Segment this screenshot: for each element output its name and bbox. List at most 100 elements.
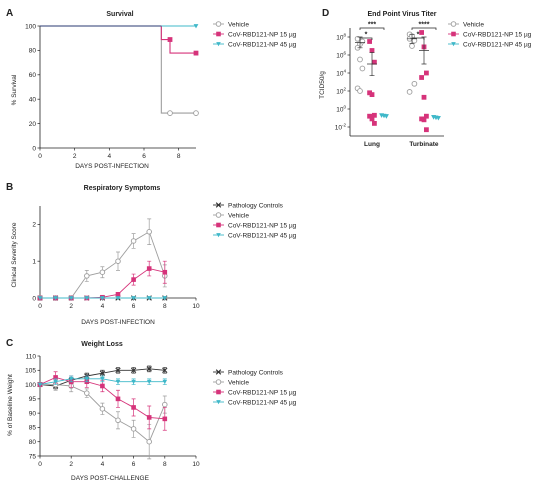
- y-tick-label: 75: [29, 453, 37, 460]
- x-tick-label: 4: [101, 461, 105, 468]
- panel-a-xlabel: DAYS POST-INFECTION: [75, 163, 149, 170]
- x-tick-label: 0: [38, 461, 42, 468]
- legend-marker: [216, 389, 221, 395]
- data-point: [115, 417, 121, 424]
- x-tick-label: 6: [132, 303, 136, 310]
- panel-c-legend: Pathology Controls Vehicle CoV-RBD121-NP 1…: [213, 369, 297, 406]
- titer-point: [367, 113, 372, 119]
- y-tick-label: 110: [26, 353, 37, 360]
- data-point: [131, 277, 136, 282]
- y-tick-label: 100: [336, 104, 346, 113]
- titer-point: [384, 114, 389, 119]
- data-point: [146, 229, 152, 235]
- y-tick-exponent: 0: [343, 104, 346, 109]
- panel-b-ylabel: Clinical Severity Score: [11, 222, 18, 287]
- legend-entry: CoV-RBD121-NP 15 µg: [463, 31, 532, 38]
- data-point: [162, 416, 168, 422]
- data-point: [37, 296, 43, 301]
- significance-label: *: [365, 32, 368, 39]
- panel-d-series: [354, 30, 441, 133]
- legend-marker: [216, 222, 221, 228]
- titer-point: [421, 94, 427, 100]
- legend-marker: [216, 42, 221, 47]
- data-point: [99, 269, 106, 275]
- panel-b-series: [37, 218, 168, 301]
- titer-point: [409, 43, 415, 49]
- data-point: [100, 296, 105, 301]
- x-tick-label: 6: [142, 153, 146, 160]
- y-tick-label: 105: [25, 368, 36, 375]
- y-tick-label: 0: [32, 295, 36, 302]
- y-tick-label: 102: [336, 86, 346, 95]
- titer-point: [372, 112, 377, 118]
- y-tick-label: 60: [29, 72, 37, 79]
- panel-letter-c: C: [6, 338, 13, 349]
- titer-point: [411, 80, 418, 87]
- panel-b-respiratory: B Respiratory Symptoms Clinical Severity…: [6, 182, 297, 326]
- data-point: [162, 379, 168, 385]
- titer-point: [357, 88, 363, 94]
- data-point: [162, 269, 168, 275]
- panel-a-series: [40, 24, 199, 116]
- data-point: [146, 266, 152, 271]
- data-point: [131, 379, 136, 385]
- y-tick-label: 2: [32, 222, 36, 229]
- legend-entry: CoV-RBD121-NP 45 µg: [228, 399, 297, 406]
- legend-entry: CoV-RBD121-NP 45 µg: [228, 232, 297, 239]
- titer-point: [421, 117, 427, 123]
- legend-entry: Vehicle: [228, 212, 249, 219]
- y-tick-label: 80: [29, 48, 37, 55]
- survival-line: [40, 25, 196, 114]
- panel-c-series: [37, 365, 168, 460]
- data-point: [130, 426, 137, 432]
- titer-point: [357, 56, 363, 63]
- data-point: [115, 258, 121, 264]
- legend-marker: [451, 31, 456, 37]
- panel-a-legend: Vehicle CoV-RBD121-NP 15 µg CoV-RBD121-NP …: [213, 21, 297, 48]
- titer-point: [424, 70, 429, 76]
- legend-marker: [215, 202, 222, 208]
- x-tick-label: 8: [163, 461, 167, 468]
- data-point: [84, 273, 90, 279]
- data-point: [115, 396, 121, 402]
- mean-error-bar: [355, 36, 365, 49]
- y-tick-exponent: -2: [342, 122, 346, 127]
- data-point: [146, 415, 152, 420]
- category-label: Turbinate: [409, 141, 439, 148]
- y-tick-label: 100: [25, 382, 36, 389]
- data-point: [53, 379, 58, 385]
- panel-b-title: Respiratory Symptoms: [84, 185, 161, 192]
- legend-marker: [216, 233, 221, 238]
- panel-b-xlabel: DAYS POST-INFECTION: [81, 319, 155, 326]
- x-tick-label: 8: [163, 303, 167, 310]
- survival-line: [40, 25, 196, 54]
- significance-label: ****: [419, 22, 430, 29]
- data-point: [162, 367, 168, 373]
- panel-c-axes: 0 2 4 6 8 10 75 80 85 90 95 100 105 110: [25, 353, 200, 468]
- panel-c-title: Weight Loss: [81, 341, 123, 348]
- y-tick-exponent: 2: [343, 86, 346, 91]
- titer-point: [367, 39, 372, 44]
- y-tick-exponent: 8: [343, 32, 346, 37]
- data-point: [84, 296, 90, 301]
- panel-letter-b: B: [6, 182, 13, 193]
- data-point: [146, 296, 152, 301]
- legend-marker: [215, 21, 222, 27]
- y-tick-label: 90: [29, 410, 37, 417]
- y-tick-exponent: 6: [343, 50, 346, 55]
- legend-marker: [215, 369, 222, 375]
- mean-error-bar: [419, 36, 429, 65]
- data-point: [146, 366, 152, 372]
- y-tick-label: 100: [25, 23, 36, 30]
- survival-end-marker: [193, 110, 199, 116]
- panel-a-title: Survival: [106, 11, 133, 18]
- titer-point: [369, 92, 375, 97]
- series-line: [40, 231, 166, 299]
- significance-bracket: [411, 27, 437, 30]
- y-tick-label: 20: [29, 121, 37, 128]
- legend-entry: CoV-RBD121-NP 45 µg: [228, 41, 297, 48]
- data-point: [68, 377, 74, 382]
- legend-entry: Vehicle: [228, 21, 249, 28]
